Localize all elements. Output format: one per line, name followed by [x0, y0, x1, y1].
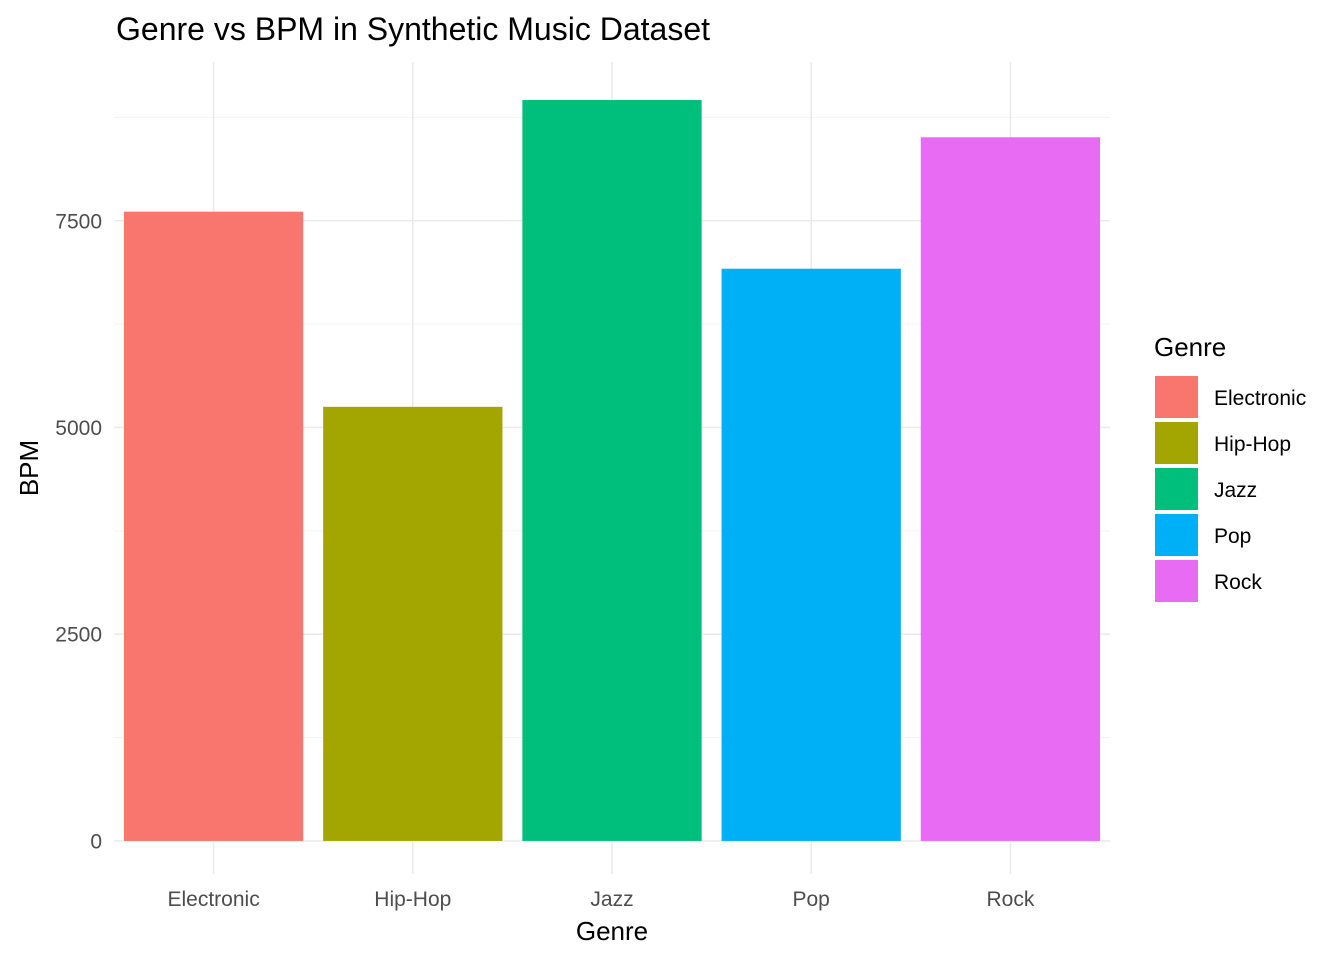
y-tick-label: 5000 [55, 417, 102, 440]
legend-title: Genre [1154, 332, 1226, 362]
legend-entry-label: Jazz [1214, 479, 1257, 502]
bars [123, 100, 1101, 841]
legend-key [1155, 468, 1198, 510]
legend-key [1155, 422, 1198, 464]
bar-jazz [522, 100, 702, 841]
legend-key [1155, 376, 1198, 418]
y-tick-label: 7500 [55, 210, 102, 233]
bar-electronic [123, 211, 304, 841]
legend-entry-label: Electronic [1214, 387, 1306, 410]
x-tick-label: Jazz [590, 888, 633, 911]
y-axis-title: BPM [14, 440, 44, 496]
x-tick-label: Rock [986, 888, 1034, 911]
x-axis-ticks: Electronic Hip-Hop Jazz Pop Rock [167, 888, 1034, 911]
bar-hip-hop [323, 406, 503, 841]
legend-entry-label: Pop [1214, 525, 1251, 548]
legend-entry-label: Rock [1214, 571, 1262, 594]
legend-entry-label: Hip-Hop [1214, 433, 1291, 456]
chart-title: Genre vs BPM in Synthetic Music Dataset [116, 11, 710, 47]
x-tick-label: Hip-Hop [374, 888, 451, 911]
legend: Genre Electronic Hip-Hop Jazz Pop Rock [1154, 332, 1306, 602]
bar-pop [721, 268, 901, 841]
bar-rock [920, 137, 1101, 841]
legend-key [1155, 514, 1198, 556]
y-tick-label: 0 [90, 830, 102, 853]
x-tick-label: Electronic [167, 888, 259, 911]
x-axis-title: Genre [576, 916, 648, 946]
y-tick-label: 2500 [55, 624, 102, 647]
y-axis-ticks: 0 2500 5000 7500 [55, 210, 102, 853]
legend-key [1155, 560, 1198, 602]
x-tick-label: Pop [793, 888, 830, 911]
